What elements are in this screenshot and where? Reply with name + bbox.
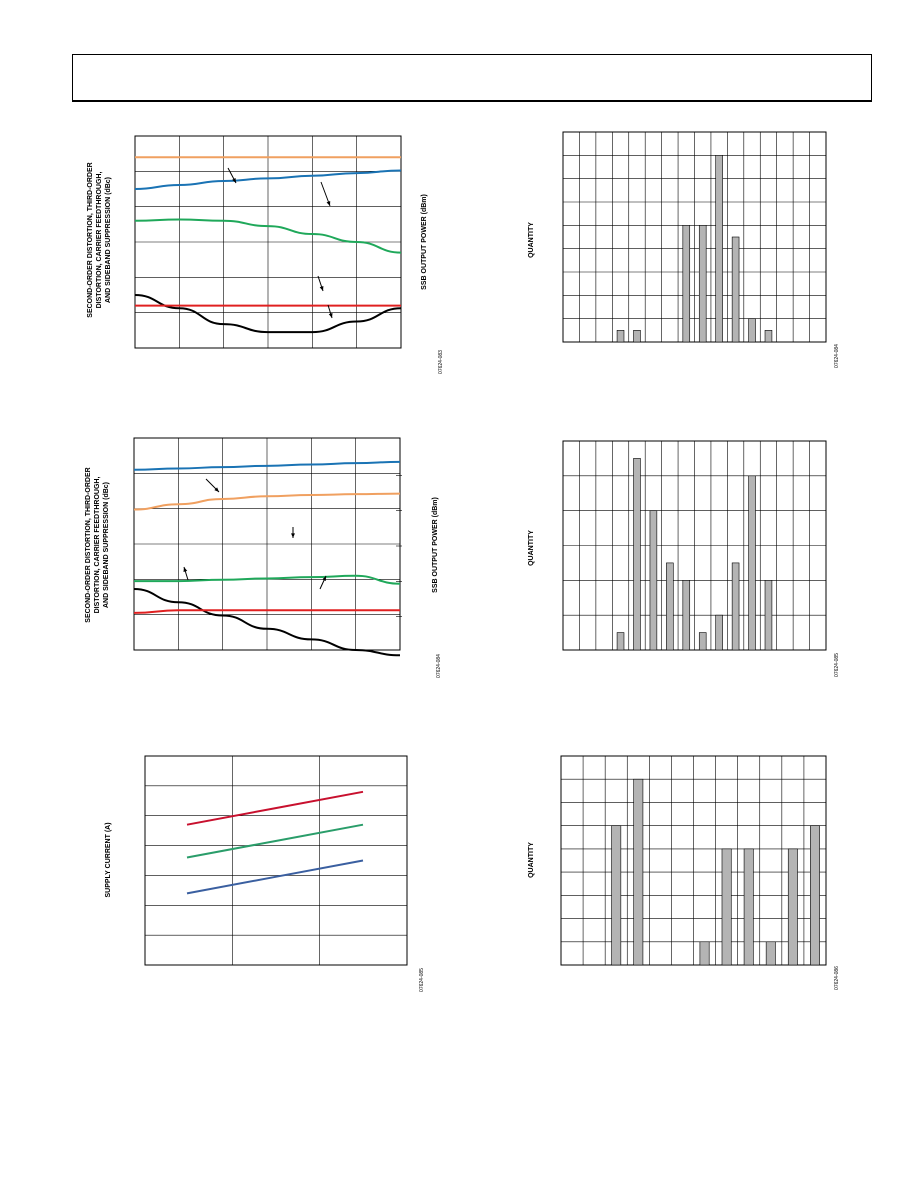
chart-4 xyxy=(562,440,827,651)
chart-4-bar xyxy=(682,580,691,651)
chart-6-bar xyxy=(810,825,820,966)
chart-1-figure-code: 07624-083 xyxy=(438,350,444,374)
chart-3-series-3-line xyxy=(133,574,401,585)
chart-3-y2-label: SSB OUTPUT POWER (dBm) xyxy=(432,497,439,593)
chart-4-bar xyxy=(764,580,773,651)
chart-6-bar xyxy=(611,825,622,966)
page-header-box xyxy=(72,54,872,102)
chart-3 xyxy=(133,437,402,657)
chart-2-bar xyxy=(731,236,740,343)
chart-3-series-2-line xyxy=(133,492,401,511)
chart-1 xyxy=(134,135,402,349)
chart-1-series-1-line xyxy=(134,169,402,190)
chart-4-figure-code: 07624-085 xyxy=(834,653,840,677)
chart-3-series-4-line xyxy=(133,588,401,657)
chart-3-y-label-line3: AND SIDEBAND SUPPRESSION (dBc) xyxy=(103,482,110,608)
chart-3-annotation-arrow-head xyxy=(214,487,219,492)
chart-1-y-label-line3: AND SIDEBAND SUPPRESSION (dBc) xyxy=(105,177,112,303)
chart-2-bar xyxy=(748,318,756,343)
chart-5-series-1-line xyxy=(186,790,364,826)
chart-6-y-label: QUANTITY xyxy=(528,842,535,878)
chart-2-bar xyxy=(698,225,707,343)
chart-2 xyxy=(562,131,827,343)
chart-3-series-5-line xyxy=(133,609,400,614)
chart-1-annotation-arrow-head xyxy=(328,313,333,318)
chart-3-y-label-line2: DISTORTION, CARRIER FEEDTHROUGH, xyxy=(94,477,101,614)
chart-1-series-4-line xyxy=(134,294,402,334)
chart-2-bar xyxy=(682,225,691,343)
chart-6-figure-code: 07624-086 xyxy=(834,966,840,990)
chart-5-series-2-line xyxy=(186,823,364,859)
chart-1-y2-label: SSB OUTPUT POWER (dBm) xyxy=(421,194,428,290)
chart-1-annotation-arrow-head xyxy=(326,201,331,206)
chart-6-bar xyxy=(721,848,732,966)
chart-3-figure-code: 07624-084 xyxy=(436,654,442,678)
chart-1-series-3-line xyxy=(134,218,402,254)
chart-3-annotation-arrow-head xyxy=(291,533,295,538)
chart-5-series-3-line xyxy=(186,859,364,895)
chart-5-y-label: SUPPLY CURRENT (A) xyxy=(105,822,112,897)
chart-1-annotation-arrow-head xyxy=(319,286,324,291)
chart-1-y-label-line2: DISTORTION, CARRIER FEEDTHROUGH, xyxy=(96,172,103,309)
chart-4-bar xyxy=(649,510,658,651)
chart-2-figure-code: 07624-084 xyxy=(834,344,840,368)
chart-1-y-label-line1: SECOND-ORDER DISTORTION, THIRD-ORDER xyxy=(87,162,94,317)
chart-6-bar xyxy=(743,848,754,966)
chart-4-bar xyxy=(616,632,625,651)
chart-6 xyxy=(560,755,827,966)
chart-3-annotation-arrow-head xyxy=(183,567,188,572)
chart-3-series-1-line xyxy=(133,460,401,471)
chart-2-bar xyxy=(764,330,773,343)
chart-5-plot-frame xyxy=(144,755,408,966)
chart-4-bar xyxy=(698,632,707,651)
chart-2-y-label: QUANTITY xyxy=(528,222,535,258)
chart-6-bar xyxy=(787,848,798,966)
chart-3-y-label-line1: SECOND-ORDER DISTORTION, THIRD-ORDER xyxy=(85,467,92,622)
chart-1-annotation-arrow-head xyxy=(232,178,236,183)
chart-3-annotation-arrow-head xyxy=(322,576,326,581)
chart-5-figure-code: 07624-085 xyxy=(419,968,425,992)
chart-4-y-label: QUANTITY xyxy=(528,530,535,566)
chart-6-bar xyxy=(633,778,644,966)
chart-6-bar xyxy=(699,941,710,966)
chart-4-bar xyxy=(633,458,641,651)
chart-4-bar xyxy=(731,562,740,651)
chart-2-bar xyxy=(633,330,641,343)
chart-4-bar xyxy=(748,475,756,651)
chart-6-bar xyxy=(765,941,776,966)
chart-2-bar xyxy=(715,155,723,343)
chart-4-bar xyxy=(666,562,674,651)
chart-5 xyxy=(144,755,408,966)
chart-4-bar xyxy=(715,614,723,651)
chart-2-bar xyxy=(616,330,625,343)
